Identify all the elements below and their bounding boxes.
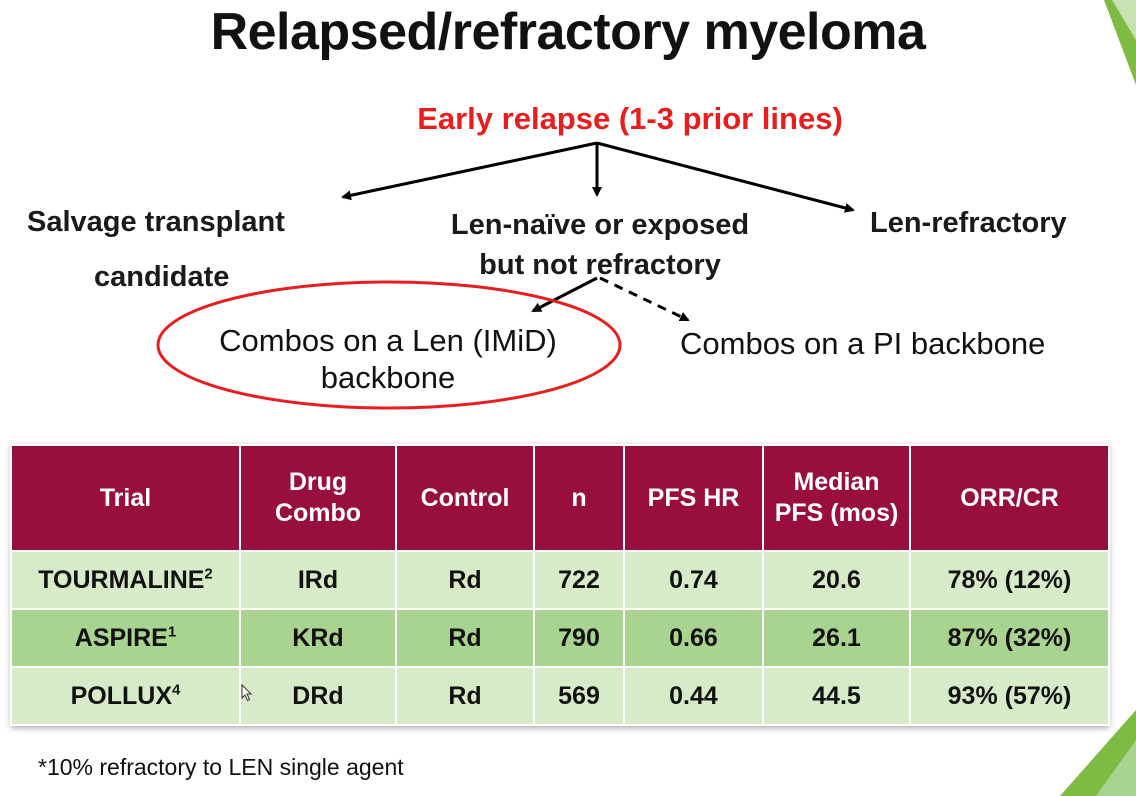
orr-cr-cell: 87% (32%) [909, 608, 1110, 668]
n-cell: 790 [533, 608, 625, 668]
trial-name: POLLUX [70, 681, 173, 710]
header-n: n [533, 444, 625, 552]
len-naive-label: Len-naïve or exposed but not refractory [400, 205, 800, 285]
pi-backbone-combos: Combos on a PI backbone [680, 326, 1046, 361]
salvage-transplant-label: Salvage transplant [27, 206, 285, 238]
header-median-line1: Median [793, 468, 880, 496]
n-cell: 569 [533, 666, 625, 726]
len-combos-line2: backbone [320, 360, 456, 395]
len-naive-line2: but not refractory [479, 249, 721, 281]
median-pfs-cell: 26.1 [762, 608, 911, 668]
header-trial: Trial [10, 444, 241, 552]
trial-cell: ASPIRE1 [10, 608, 241, 668]
table-row: POLLUX4 DRd Rd 569 0.44 44.5 93% (57%) [10, 666, 1110, 726]
len-backbone-combos: Combos on a Len (IMiD) backbone [178, 322, 598, 396]
drug-cell: IRd [239, 550, 397, 610]
trials-table-container: Trial Drug Combo Control n PFS HR Median… [10, 444, 1110, 726]
table-row: TOURMALINE2 IRd Rd 722 0.74 20.6 78% (12… [10, 550, 1110, 610]
len-naive-line1: Len-naïve or exposed [450, 209, 750, 241]
drug-cell: KRd [239, 608, 397, 668]
len-combos-line1: Combos on a Len (IMiD) [219, 323, 557, 358]
trial-cell: TOURMALINE2 [10, 550, 241, 610]
pfs-hr-cell: 0.74 [623, 550, 764, 610]
mouse-pointer-icon [241, 684, 253, 702]
trial-cell: POLLUX4 [10, 666, 241, 726]
table-header-row: Trial Drug Combo Control n PFS HR Median… [10, 444, 1110, 552]
median-pfs-cell: 20.6 [762, 550, 911, 610]
header-drug-combo: Drug Combo [239, 444, 397, 552]
early-relapse-label: Early relapse (1-3 prior lines) [417, 101, 843, 136]
n-cell: 722 [533, 550, 625, 610]
header-median-pfs: Median PFS (mos) [762, 444, 911, 552]
median-pfs-cell: 44.5 [762, 666, 911, 726]
trial-name: ASPIRE [74, 623, 168, 652]
trial-reference: 1 [167, 623, 177, 641]
pfs-hr-cell: 0.44 [623, 666, 764, 726]
footnote: *10% refractory to LEN single agent [38, 754, 404, 780]
control-cell: Rd [395, 608, 535, 668]
len-refractory-label: Len-refractory [870, 207, 1067, 239]
orr-cr-cell: 78% (12%) [909, 550, 1110, 610]
salvage-candidate-label: candidate [94, 261, 230, 293]
trial-reference: 4 [172, 681, 181, 699]
control-cell: Rd [395, 550, 535, 610]
header-drug-line1: Drug [288, 468, 348, 496]
table-row: ASPIRE1 KRd Rd 790 0.66 26.1 87% (32%) [10, 608, 1110, 668]
orr-cr-cell: 93% (57%) [909, 666, 1110, 726]
trial-name: TOURMALINE [38, 565, 205, 594]
slide-title: Relapsed/refractory myeloma [210, 3, 926, 61]
control-cell: Rd [395, 666, 535, 726]
trial-reference: 2 [204, 565, 213, 583]
pfs-hr-cell: 0.66 [623, 608, 764, 668]
trials-table: Trial Drug Combo Control n PFS HR Median… [10, 444, 1110, 726]
header-drug-line2: Combo [274, 499, 362, 527]
header-orr-cr: ORR/CR [909, 444, 1110, 552]
drug-cell: DRd [239, 666, 397, 726]
header-pfs-hr: PFS HR [623, 444, 764, 552]
arrow-to-salvage-icon [341, 141, 598, 201]
bottom-right-accent-light-icon [1096, 740, 1136, 796]
header-median-line2: PFS (mos) [774, 499, 899, 527]
arrow-to-len-refractory-icon [596, 141, 855, 213]
header-control: Control [395, 444, 535, 552]
